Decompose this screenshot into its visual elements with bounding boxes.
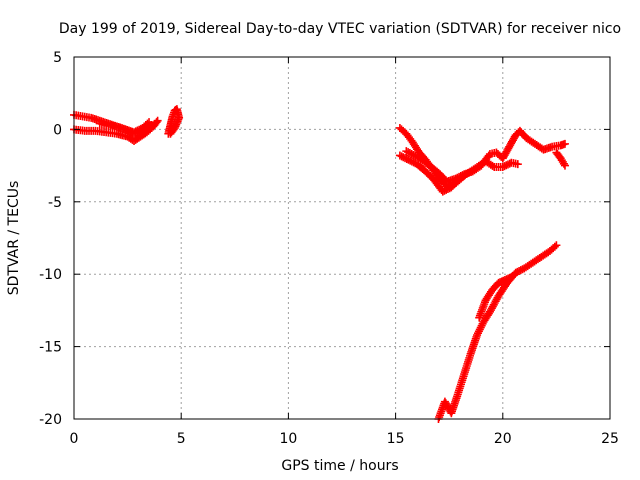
y-tick-label: -20 — [39, 412, 62, 428]
data-markers — [70, 105, 569, 423]
x-axis-ticks: 0 5 10 15 20 25 — [70, 57, 619, 447]
data-point — [477, 321, 486, 330]
chart-title: Day 199 of 2019, Sidereal Day-to-day VTE… — [59, 21, 621, 37]
data-point — [147, 121, 156, 130]
x-tick-label: 0 — [70, 431, 79, 447]
y-tick-label: 0 — [53, 122, 62, 138]
data-point — [560, 139, 569, 148]
data-point — [153, 116, 162, 125]
gridlines — [74, 57, 610, 419]
data-point — [552, 241, 561, 250]
plot-border — [73, 56, 611, 420]
y-tick-label: -10 — [39, 267, 62, 283]
y-axis-ticks: -20 -15 -10 -5 0 5 — [39, 50, 610, 428]
x-tick-label: 5 — [177, 431, 186, 447]
data-point — [473, 329, 482, 338]
series-arc-1c — [95, 119, 156, 138]
x-tick-label: 10 — [279, 431, 297, 447]
y-axis-label: SDTVAR / TECUs — [6, 181, 22, 296]
data-point — [152, 118, 161, 127]
data-point — [513, 160, 522, 169]
data-point — [476, 323, 485, 332]
x-axis-label: GPS time / hours — [281, 458, 398, 474]
data-point — [507, 273, 516, 282]
series-arc-2 — [164, 105, 184, 138]
y-tick-label: -15 — [39, 340, 62, 356]
y-tick-label: 5 — [53, 50, 62, 66]
series-arc-3e — [552, 148, 569, 170]
x-tick-label: 20 — [494, 431, 512, 447]
data-point — [473, 331, 482, 340]
series-arc-3d — [492, 126, 569, 163]
x-tick-label: 15 — [387, 431, 405, 447]
data-point — [474, 327, 483, 336]
series-arc-4 — [434, 241, 561, 423]
data-point — [550, 242, 559, 251]
data-point — [166, 129, 175, 138]
y-tick-label: -5 — [48, 195, 62, 211]
x-tick-label: 25 — [601, 431, 619, 447]
data-point — [488, 161, 497, 170]
data-point — [167, 128, 176, 137]
data-point — [475, 325, 484, 334]
data-point — [559, 159, 568, 168]
series-arc-4b — [475, 273, 516, 322]
data-point — [560, 161, 569, 170]
data-point — [145, 122, 154, 131]
